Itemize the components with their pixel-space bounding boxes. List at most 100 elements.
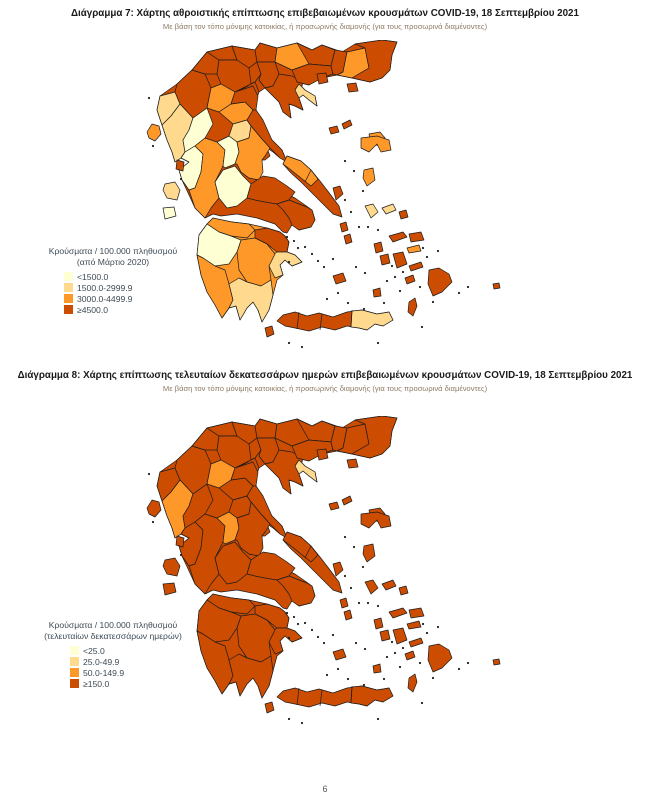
small-island-speck (287, 260, 291, 264)
karpathos-region (407, 297, 418, 317)
samothrace-region (346, 82, 359, 93)
tinos-region (381, 579, 397, 591)
milos-region (332, 272, 347, 285)
small-island-speck (361, 565, 365, 569)
small-island-speck (322, 641, 326, 645)
figure-8-subtitle: Με βάση τον τόπο μόνιμης κατοικίας, ή πρ… (162, 384, 488, 393)
figure-7-subtitle: Με βάση τον τόπο μόνιμης κατοικίας, ή πρ… (162, 22, 488, 31)
small-island-speck (357, 601, 361, 605)
small-island-speck (316, 635, 320, 639)
small-island-speck (418, 661, 422, 665)
small-island-speck (343, 574, 347, 578)
kavala-region (291, 63, 334, 86)
small-island-speck (398, 289, 402, 293)
chios-region (362, 543, 376, 563)
small-island-speck (431, 676, 435, 680)
small-island-speck (382, 301, 386, 305)
small-island-speck (401, 646, 405, 650)
alonnisos-region (341, 119, 353, 130)
zakynthos-region (162, 582, 177, 596)
corfu-region (146, 123, 162, 142)
evros-region (351, 416, 398, 459)
small-island-speck (398, 665, 402, 669)
attica-region (276, 199, 316, 231)
small-island-speck (390, 264, 394, 268)
phthiotis-region (234, 125, 271, 181)
phocis-region (214, 541, 252, 585)
small-island-speck (361, 189, 365, 193)
small-island-speck (363, 647, 367, 651)
laconia-region (228, 277, 274, 323)
legend-label: 1500.0-2999.9 (77, 282, 133, 293)
lasithi-region (350, 685, 394, 707)
kea-region (339, 221, 349, 233)
small-island-speck (393, 275, 397, 279)
lefkada-region (175, 159, 185, 172)
small-island-speck (357, 225, 361, 229)
small-island-speck (354, 641, 358, 645)
samothrace-region (346, 458, 359, 469)
small-island-speck (349, 210, 353, 214)
laconia-region (228, 653, 274, 699)
legend-title-line1: Κρούσματα / 100.000 πληθυσμού (48, 620, 178, 630)
small-island-speck (322, 265, 326, 269)
small-island-speck (331, 633, 335, 637)
skyros-region (332, 185, 344, 201)
figure-8-legend: Κρούσματα / 100.000 πληθυσμού (τελευταίω… (28, 620, 198, 689)
kos-region (406, 244, 422, 254)
imathia-region (248, 61, 262, 85)
small-island-speck (376, 604, 380, 608)
small-island-speck (346, 677, 350, 681)
legend-row: ≥150.0 (70, 678, 198, 689)
small-island-speck (376, 341, 380, 345)
page-number: 6 (322, 784, 328, 794)
legend-label: <1500.0 (77, 271, 109, 282)
small-island-speck (457, 667, 461, 671)
amorgos-region (408, 637, 424, 648)
skyros-region (332, 561, 344, 577)
small-island-speck (376, 228, 380, 232)
kythera-region (264, 325, 275, 338)
kea-region (339, 597, 349, 609)
small-island-speck (457, 291, 461, 295)
small-island-speck (147, 472, 151, 476)
kos-region (406, 620, 422, 630)
region-border-line (319, 689, 323, 707)
phocis-region (214, 165, 252, 209)
figure-8-title: Διάγραμμα 8: Χάρτης επίπτωσης τελευταίων… (17, 370, 633, 381)
legend-row: 50.0-149.9 (70, 667, 198, 678)
region-border-line (304, 545, 312, 559)
naxos-region (392, 627, 408, 645)
zakynthos-region (162, 206, 177, 220)
karpathos-region (407, 673, 418, 693)
lesbos-region (360, 135, 392, 153)
astypalea-region (404, 650, 416, 661)
kythnos-region (343, 609, 353, 621)
larissa-region (230, 85, 259, 111)
legend-swatch (70, 668, 79, 677)
lesbos-region (360, 511, 392, 529)
small-island-speck (421, 246, 425, 250)
figure-7-legend: Κρούσματα / 100.000 πληθυσμού (από Μάρτι… (28, 246, 198, 315)
small-island-speck (401, 270, 405, 274)
small-island-speck (366, 601, 370, 605)
legend-row: <25.0 (70, 645, 198, 656)
skopelos-region (328, 125, 340, 135)
tinos-region (381, 203, 397, 215)
kastellorizo-region (492, 282, 501, 290)
small-island-speck (151, 144, 155, 148)
evros-region (351, 40, 398, 83)
small-island-speck (303, 621, 307, 625)
euboea-north-region (282, 155, 319, 187)
small-island-speck (336, 291, 340, 295)
small-island-speck (179, 177, 183, 181)
small-island-speck (296, 246, 300, 250)
small-island-speck (376, 717, 380, 721)
figure-8: Διάγραμμα 8: Χάρτης επίπτωσης τελευταίων… (0, 370, 650, 732)
small-island-speck (300, 345, 304, 349)
kilkis-region (254, 42, 278, 63)
small-island-speck (425, 255, 429, 259)
small-island-speck (420, 701, 424, 705)
corfu-region (146, 499, 162, 518)
